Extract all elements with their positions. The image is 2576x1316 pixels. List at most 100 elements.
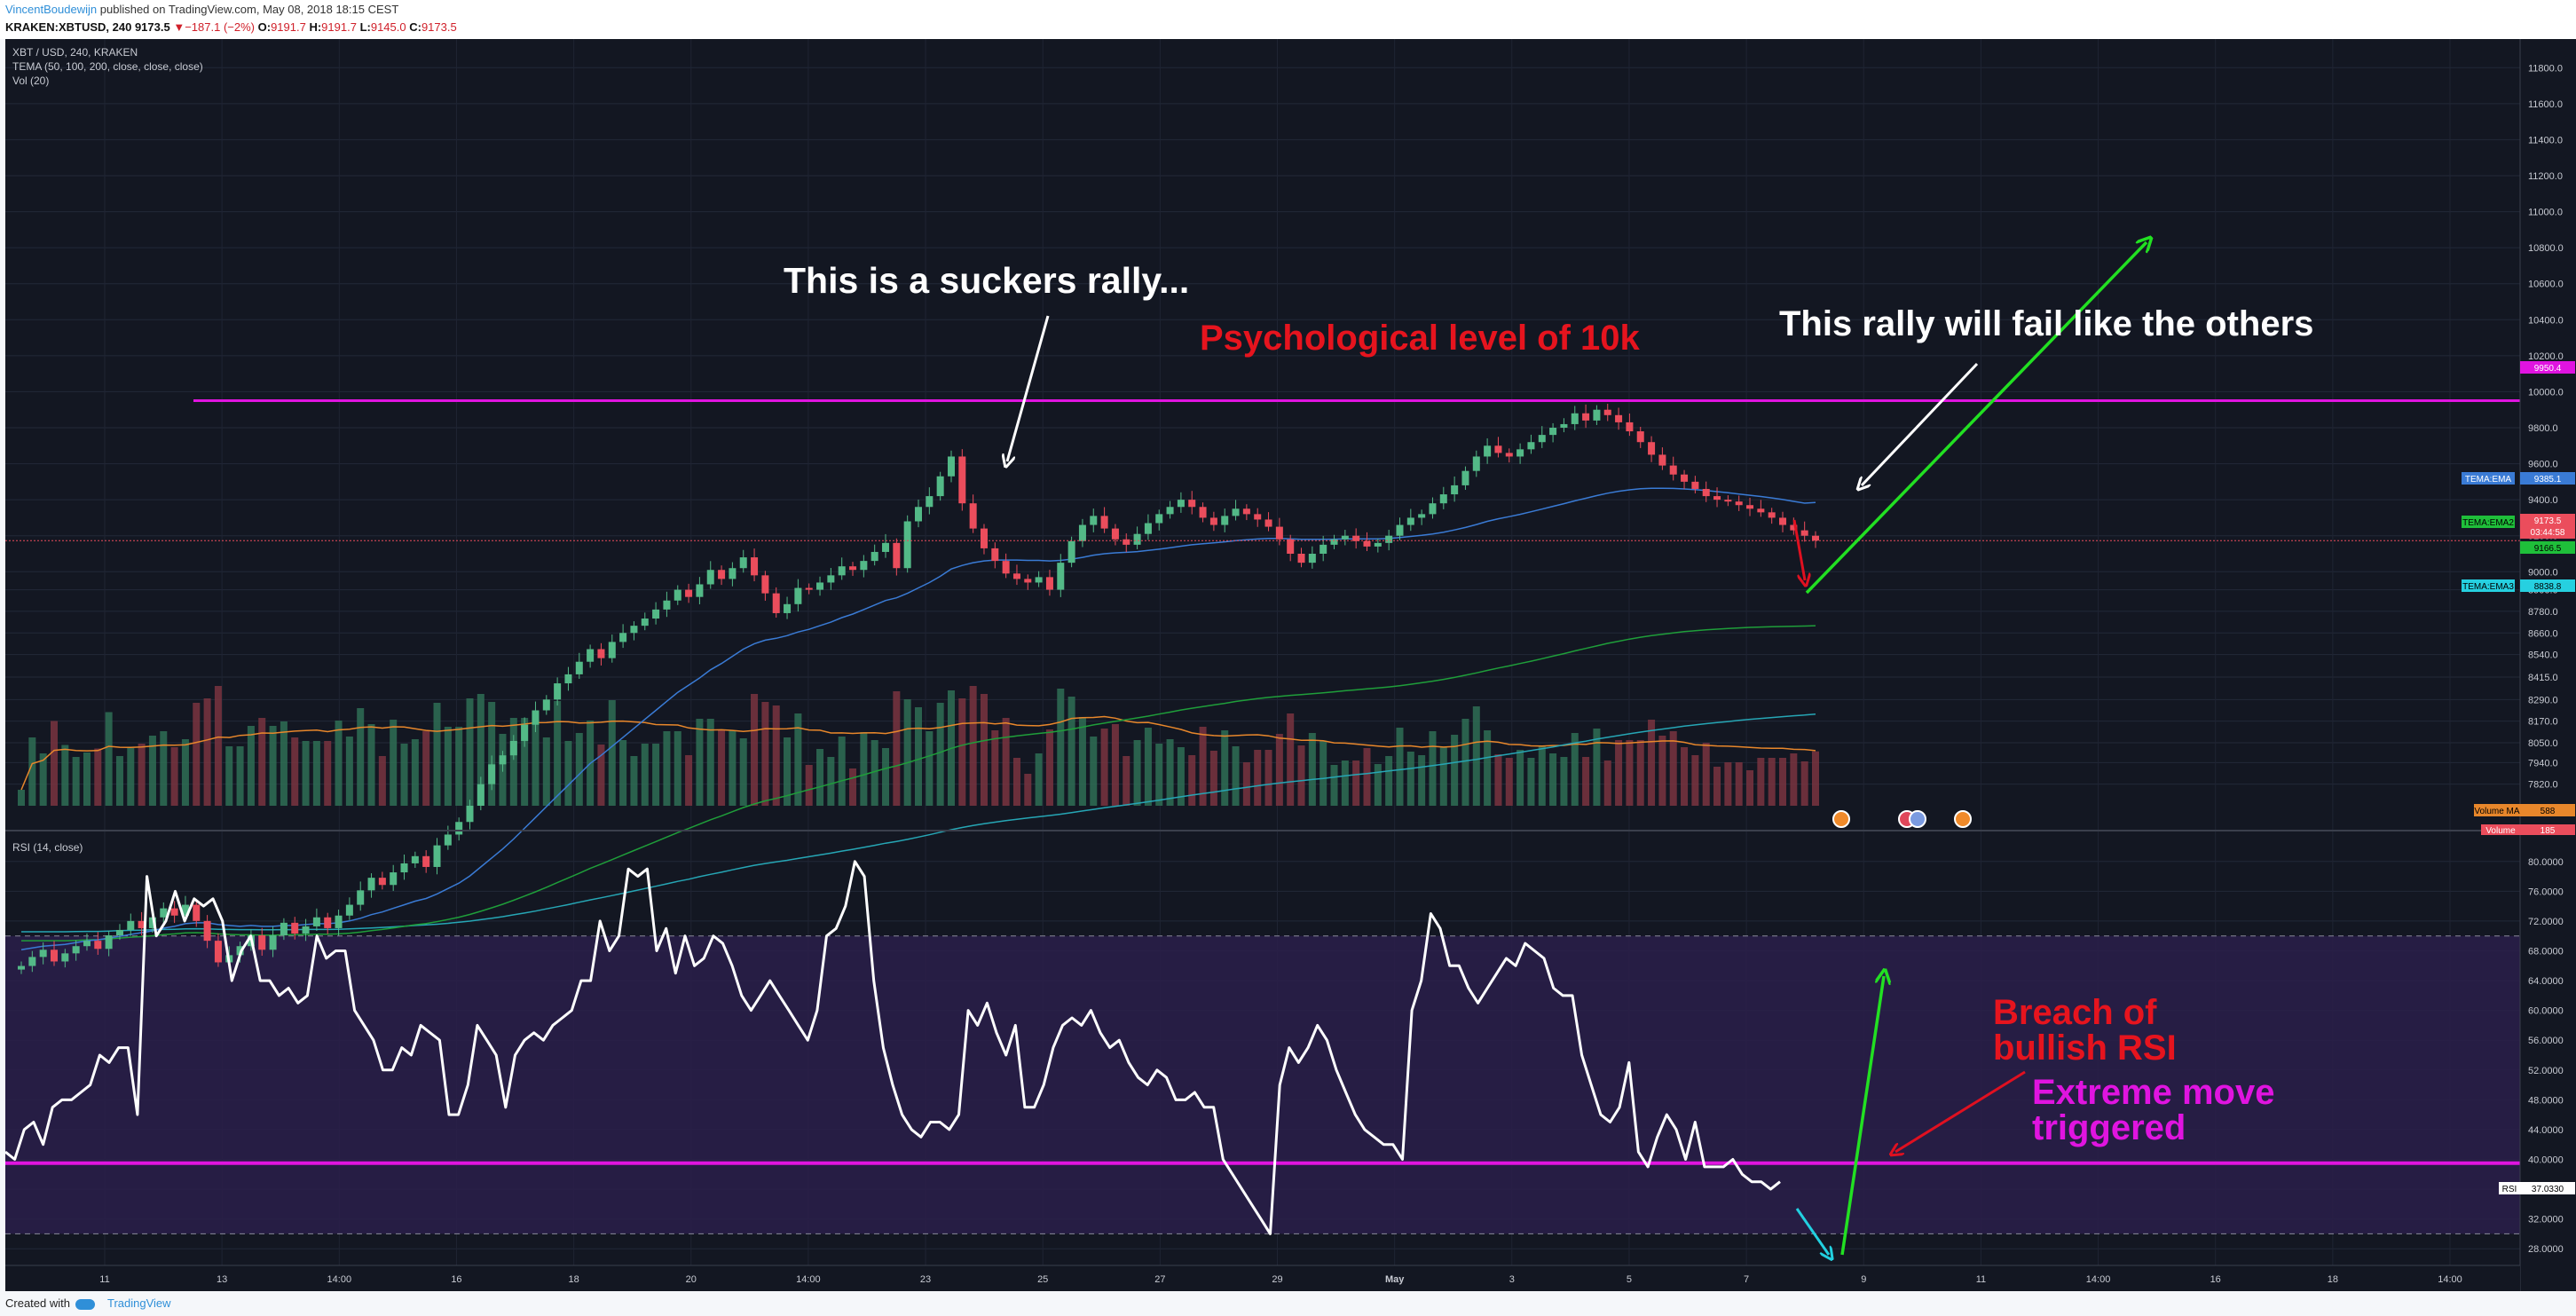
price-tick-label: 9400.0 [2528,495,2558,506]
volume-bar [674,731,681,806]
candle-body [115,929,123,936]
volume-bar [849,768,857,806]
volume-bar [1484,730,1492,806]
volume-bar [1090,737,1098,806]
volume-bar [521,718,529,806]
volume-bar [17,790,26,806]
time-tick-label: 11 [99,1274,109,1285]
candle-body [1057,563,1065,590]
time-tick-label: 25 [1037,1274,1048,1285]
candle-body [160,908,168,918]
candle-body [729,568,737,579]
candle-body [1012,573,1020,579]
price-axis[interactable] [2520,39,2576,1291]
candle-body [914,507,923,522]
rally-arrow [1805,242,2147,595]
volume-bar [729,730,737,806]
volume-bar [1199,727,1207,806]
candle-body [1002,561,1010,574]
volume-bar [1505,758,1513,806]
volume-bar [1308,733,1316,806]
tema-legend[interactable]: TEMA (50, 100, 200, close, close, close) [12,60,203,73]
event-icon[interactable] [1954,810,1972,828]
created-with-label: Created with [5,1296,70,1310]
candle-body [148,917,156,928]
candle-body [1341,535,1349,540]
high-value: 9191.7 [321,20,357,34]
volume-bar [1297,745,1305,806]
rsi-legend[interactable]: RSI (14, close) [12,841,83,854]
candle-body [1045,577,1053,590]
volume-bar [1385,756,1393,806]
volume-bar [608,700,616,806]
volume-bar [1571,733,1579,806]
symbol-quote-line: KRAKEN:XBTUSD, 240 9173.5 ▼−187.1 (−2%) … [5,20,457,34]
candle-body [958,456,966,504]
event-icons[interactable] [1832,810,1972,828]
candle-body [751,557,759,576]
rsi-tick-label: 32.0000 [2528,1215,2564,1225]
rsi-line [5,860,1781,1235]
volume-bar [1603,760,1611,806]
volume-bar [477,694,484,806]
volume-legend[interactable]: Vol (20) [12,75,49,87]
candle-body [444,834,452,846]
time-tick-label: 16 [2210,1274,2221,1285]
time-axis[interactable] [5,1265,2520,1291]
candle-body [488,764,496,784]
candle-body [1188,500,1196,508]
rsi-tick-label: 72.0000 [2528,917,2564,927]
candle-body [1603,409,1611,415]
candle-body [542,699,550,711]
candle-body [422,855,430,867]
event-icon[interactable] [1832,810,1850,828]
time-tick-label: 18 [568,1274,579,1285]
volume-bar [652,744,660,806]
volume-bar [1111,724,1119,806]
candle-body [1439,494,1447,504]
volume-bar [1133,740,1141,806]
candle-body [433,845,441,867]
rsi-tick-label: 44.0000 [2528,1125,2564,1136]
candle-body [1429,503,1437,515]
price-tick-label: 7820.0 [2528,780,2558,791]
chart-canvas[interactable]: This is a suckers rally... Psychological… [5,39,2576,1291]
author-link[interactable]: VincentBoudewijn [5,3,98,16]
candle-body [893,542,901,569]
candle-body [466,806,474,823]
volume-bar [1549,753,1557,806]
main-legend-title[interactable]: XBT / USD, 240, KRAKEN [12,46,138,59]
candle-body [1133,533,1141,545]
candle-body [1035,577,1043,583]
event-icon[interactable] [1909,810,1926,828]
volume-bar [532,713,540,806]
candle-body [1757,508,1765,513]
tradingview-link[interactable]: TradingView [106,1296,171,1310]
volume-bar [258,718,266,806]
volume-bar [367,724,375,806]
candle-body [1111,528,1119,540]
candle-body [1702,488,1710,497]
open-label: O: [257,20,272,34]
volume-bar [1636,740,1644,806]
ema3-tag-value: 8838.8 [2534,582,2562,592]
volume-bar [1451,735,1459,806]
volume-bar [1800,761,1808,806]
volume-bar [378,756,386,806]
candle-body [706,570,714,585]
candle-body [663,600,671,610]
candle-body [816,582,824,590]
tema-ema1-line [20,487,1816,951]
volume-bar [991,730,999,806]
volume-bar [455,727,463,806]
volume-bar [1374,764,1382,806]
candle-body [1582,413,1590,421]
candlesticks [17,404,1820,974]
price-tick-label: 10200.0 [2528,351,2564,362]
volume-bar [1264,750,1272,806]
rsi-tick-label: 68.0000 [2528,947,2564,957]
volume-bar [696,719,704,806]
volume-bar [1275,734,1283,806]
candle-body [258,935,266,950]
candle-body [1297,554,1305,563]
